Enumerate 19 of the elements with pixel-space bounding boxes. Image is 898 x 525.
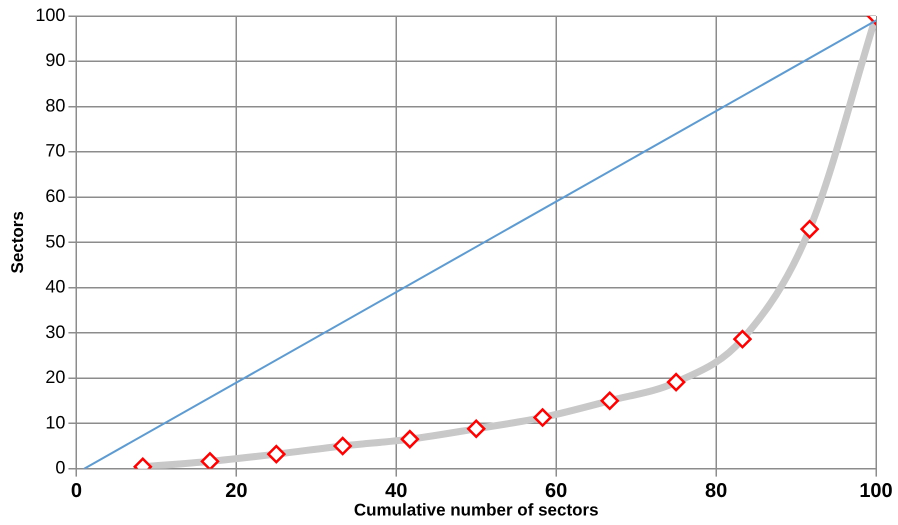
x-tick-label: 80 (704, 480, 728, 502)
y-tick-label: 10 (45, 412, 66, 432)
y-tick-label: 60 (45, 186, 66, 206)
y-axis-title: Sectors (8, 211, 27, 274)
x-tick-label: 40 (385, 480, 408, 502)
y-tick-label: 30 (45, 322, 66, 342)
x-tick-label: 20 (225, 480, 248, 502)
x-tick-label: 100 (859, 480, 893, 502)
x-axis-title: Cumulative number of sectors (354, 500, 599, 520)
x-tick-label: 0 (70, 480, 82, 502)
y-tick-label: 90 (45, 50, 66, 70)
y-tick-label: 100 (35, 4, 66, 25)
y-tick-label: 50 (45, 231, 66, 252)
y-tick-label: 80 (45, 95, 66, 116)
y-tick-label: 20 (45, 367, 66, 388)
y-tick-label: 0 (55, 458, 66, 478)
y-tick-label: 70 (45, 140, 66, 161)
x-tick-label: 60 (545, 480, 568, 502)
y-tick-label: 40 (45, 276, 66, 297)
